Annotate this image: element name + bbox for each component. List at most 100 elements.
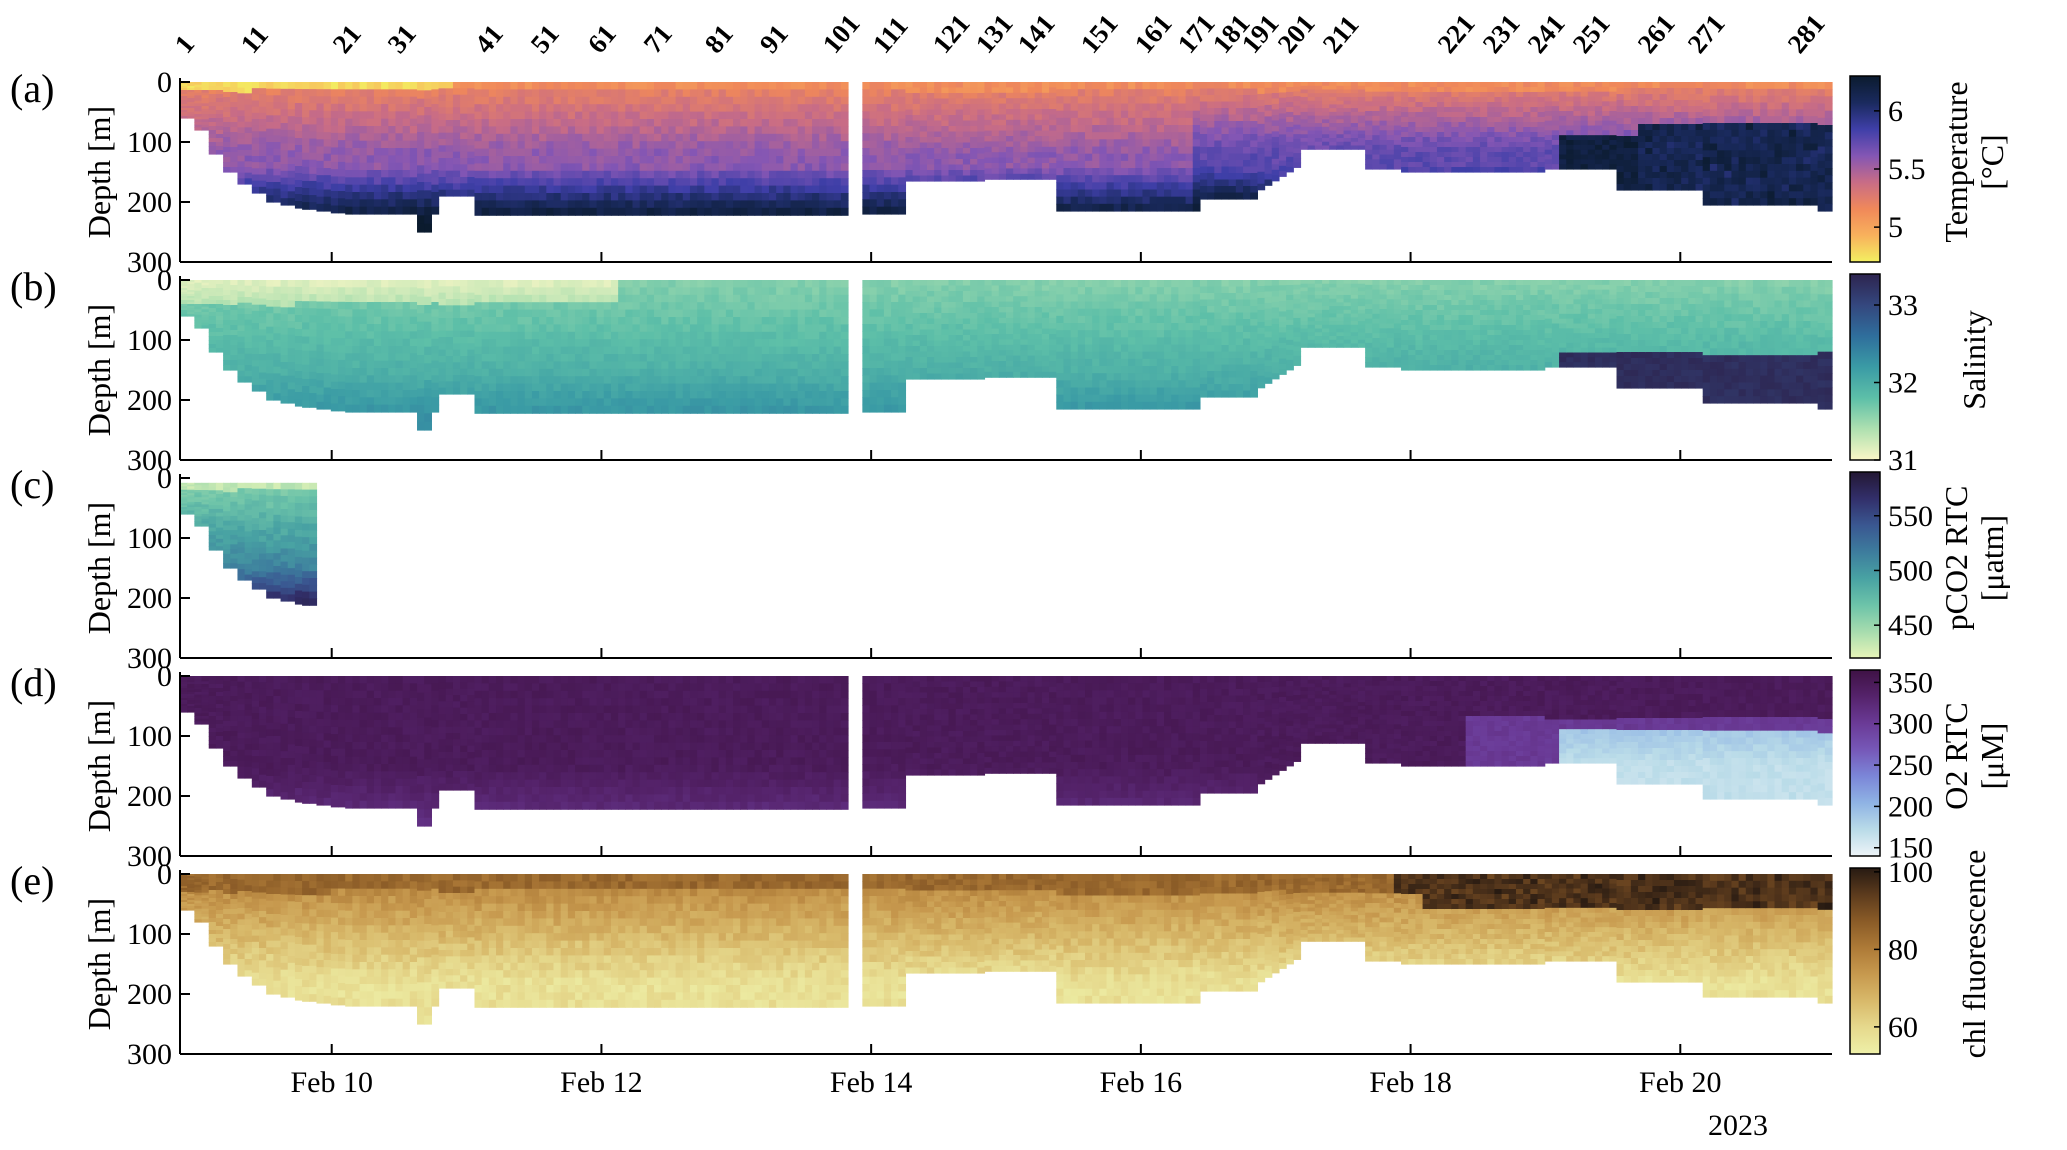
heatmap-cell xyxy=(316,196,325,205)
heatmap-cell xyxy=(531,185,540,194)
heatmap-cell xyxy=(862,118,871,127)
heatmap-cell xyxy=(330,191,339,199)
heatmap-cell xyxy=(1666,88,1675,95)
heatmap-cell xyxy=(309,180,318,189)
heatmap-cell xyxy=(316,103,325,112)
heatmap-cell xyxy=(381,199,389,208)
heatmap-cell xyxy=(237,161,246,168)
heatmap-cell xyxy=(345,346,353,354)
heatmap-cell xyxy=(1149,203,1158,212)
heatmap-cell xyxy=(689,207,698,216)
heatmap-cell xyxy=(1767,164,1776,172)
heatmap-cell xyxy=(1480,82,1488,88)
heatmap-cell xyxy=(1774,82,1783,90)
heatmap-cell xyxy=(266,175,274,183)
heatmap-cell xyxy=(1530,137,1539,143)
heatmap-cell xyxy=(302,138,310,147)
heatmap-cell xyxy=(1501,152,1510,158)
heatmap-cell xyxy=(452,330,461,338)
heatmap-cell xyxy=(1142,82,1151,90)
heatmap-cell xyxy=(1422,152,1431,158)
heatmap-cell xyxy=(1537,117,1546,123)
heatmap-cell xyxy=(503,207,511,216)
heatmap-cell xyxy=(359,184,368,193)
heatmap-cell xyxy=(503,287,511,296)
profile-number: 11 xyxy=(235,20,274,59)
heatmap-cell xyxy=(1559,164,1567,170)
heatmap-cell xyxy=(761,170,770,179)
heatmap-cell xyxy=(424,173,432,183)
heatmap-cell xyxy=(309,195,318,203)
heatmap-cell xyxy=(1580,106,1589,112)
heatmap-cell xyxy=(711,185,720,194)
heatmap-cell xyxy=(1142,175,1151,183)
heatmap-cell xyxy=(776,163,784,172)
heatmap-cell xyxy=(481,391,490,399)
heatmap-cell xyxy=(294,103,303,111)
heatmap-cell xyxy=(840,133,849,142)
heatmap-cell xyxy=(1085,125,1093,133)
heatmap-cell xyxy=(654,111,662,120)
heatmap-cell xyxy=(926,87,935,94)
heatmap-cell xyxy=(488,368,497,377)
heatmap-cell xyxy=(373,346,382,354)
heatmap-cell xyxy=(1487,107,1496,113)
heatmap-cell xyxy=(1774,102,1783,110)
heatmap-cell xyxy=(646,193,655,201)
heatmap-cell xyxy=(438,368,447,376)
heatmap-cell xyxy=(402,302,411,310)
heatmap-cell xyxy=(1293,153,1302,159)
heatmap-cell xyxy=(230,92,239,98)
heatmap-cell xyxy=(352,133,361,142)
heatmap-cell xyxy=(1623,154,1632,161)
heatmap-cell xyxy=(740,193,749,201)
heatmap-cell xyxy=(215,138,224,143)
heatmap-cell xyxy=(345,404,353,413)
heatmap-cell xyxy=(1472,112,1481,118)
heatmap-cell xyxy=(740,185,749,194)
heatmap-cell xyxy=(718,200,727,209)
heatmap-cell xyxy=(359,162,368,171)
heatmap-cell xyxy=(1731,198,1740,206)
heatmap-cell xyxy=(725,119,734,127)
heatmap-cell xyxy=(230,162,239,168)
heatmap-cell xyxy=(294,138,303,146)
heatmap-cell xyxy=(1221,134,1230,142)
heatmap-cell xyxy=(776,148,784,157)
heatmap-cell xyxy=(862,206,871,215)
heatmap-cell xyxy=(1329,126,1337,132)
heatmap-cell xyxy=(1566,154,1575,160)
heatmap-cell xyxy=(1573,159,1582,165)
heatmap-cell xyxy=(948,159,957,166)
heatmap-cell xyxy=(1214,108,1223,116)
heatmap-cell xyxy=(1235,166,1244,174)
heatmap-cell xyxy=(725,185,734,194)
heatmap-cell xyxy=(582,89,591,98)
heatmap-cell xyxy=(962,175,971,182)
heatmap-cell xyxy=(309,322,318,331)
heatmap-cell xyxy=(1788,184,1797,192)
heatmap-cell xyxy=(208,320,217,325)
heatmap-cell xyxy=(1286,82,1294,88)
heatmap-cell xyxy=(467,305,476,313)
heatmap-cell xyxy=(1221,140,1230,148)
heatmap-cell xyxy=(1063,182,1072,191)
heatmap-cell xyxy=(1092,153,1100,162)
heatmap-cell xyxy=(452,387,461,395)
heatmap-cell xyxy=(309,166,318,175)
heatmap-cell xyxy=(460,151,468,159)
heatmap-cell xyxy=(1135,175,1144,183)
heatmap-cell xyxy=(632,200,641,209)
heatmap-cell xyxy=(1472,167,1481,173)
heatmap-cell xyxy=(1760,95,1768,104)
heatmap-cell xyxy=(467,139,476,146)
heatmap-cell xyxy=(1357,93,1366,98)
heatmap-cell xyxy=(287,177,296,186)
heatmap-cell xyxy=(1199,101,1208,109)
heatmap-cell xyxy=(496,324,504,333)
heatmap-cell xyxy=(1329,100,1337,105)
heatmap-cell xyxy=(1120,125,1129,133)
heatmap-cell xyxy=(1099,125,1108,133)
heatmap-cell xyxy=(1049,130,1057,137)
